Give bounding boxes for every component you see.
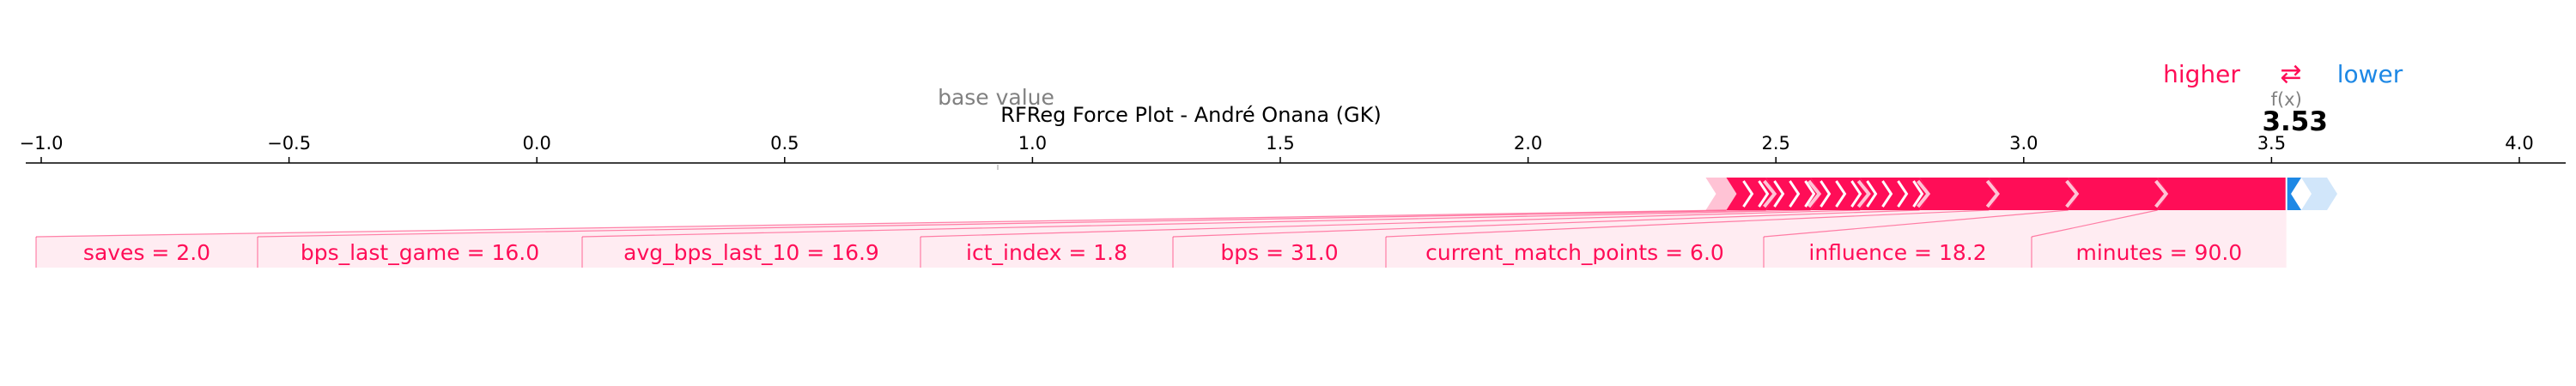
minor-feature-chevron: [1758, 180, 1770, 208]
minor-feature-chevron: [1820, 180, 1832, 208]
feature-labels: saves = 2.0 bps_last_game = 16.0 avg_bps_l…: [35, 209, 2287, 268]
feature-connector-line: [920, 209, 1861, 238]
force-bars: [997, 165, 2338, 266]
x-tick-label: −1.0: [20, 133, 64, 154]
legend-arrows-icon: ⇄: [2280, 59, 2301, 89]
feature-connector-fill: [920, 210, 1920, 268]
x-tick-label: 1.5: [1266, 133, 1294, 154]
feature-label: avg_bps_last_10 = 16.9: [623, 240, 879, 265]
positive-force-bar: [2157, 178, 2287, 210]
feature-connector-line: [1172, 209, 1920, 238]
minor-feature-chevron: [1881, 180, 1893, 208]
chart-title: RFReg Force Plot - André Onana (GK): [1000, 103, 1381, 127]
base-value-label: base value: [938, 85, 1054, 110]
x-tick-label: 1.0: [1018, 133, 1047, 154]
feature-connector-fill: [36, 210, 1766, 268]
bar-separator: [1985, 179, 2000, 208]
legend-lower: lower: [2337, 60, 2403, 88]
feature-connector-fill: [1173, 210, 1990, 268]
feature-label: current_match_points = 6.0: [1425, 240, 1724, 265]
minor-feature-chevron: [1897, 180, 1909, 208]
negative-force-bar: [2286, 178, 2302, 210]
x-axis: −1.0 −0.5 0.0 0.5 1.0 1.5 2.0 2.5 3.0 3.5 4.0: [20, 133, 2566, 164]
feature-connector-line: [1385, 209, 1990, 238]
feature-connector-fill: [258, 210, 1811, 268]
output-value: 3.53: [2262, 106, 2328, 137]
x-tick-label: 4.0: [2505, 133, 2533, 154]
feature-connector-fill: [582, 210, 1861, 268]
feature-connector-line: [35, 209, 1727, 238]
feature-connector-line: [257, 209, 1766, 238]
x-tick-label: −0.5: [267, 133, 311, 154]
bar-separator: [1807, 179, 1822, 208]
minor-feature-chevron: [1850, 180, 1862, 208]
bar-separator: [2065, 179, 2080, 208]
minor-feature-chevron: [1835, 180, 1847, 208]
positive-force-bar: [1860, 178, 1930, 210]
feature-connector-fill: [1764, 210, 2158, 268]
feature-label: ict_index = 1.8: [966, 240, 1127, 265]
bar-separator: [1763, 179, 1777, 208]
feature-label: minutes = 90.0: [2076, 240, 2243, 265]
feature-label: saves = 2.0: [83, 240, 210, 265]
feature-connector-line: [2031, 209, 2158, 238]
feature-label: influence = 18.2: [1808, 240, 1986, 265]
minor-feature-chevron: [1789, 180, 1801, 208]
bar-separator: [1917, 179, 1931, 208]
negative-fade-chevron: [2301, 178, 2338, 210]
output-fx-label: f(x): [2271, 89, 2302, 110]
minor-feature-chevron: [1773, 180, 1785, 208]
x-tick-label: 3.0: [2009, 133, 2038, 154]
minor-feature-chevron: [1866, 180, 1878, 208]
x-tick-label: 3.5: [2257, 133, 2286, 154]
minor-feature-chevron: [1742, 180, 1754, 208]
feature-label: bps = 31.0: [1220, 240, 1338, 265]
x-tick-label: 0.5: [770, 133, 799, 154]
bar-separator: [1856, 179, 1871, 208]
feature-connector-fill: [2032, 210, 2287, 268]
x-tick-label: 2.5: [1761, 133, 1789, 154]
feature-connector-line: [1763, 209, 2069, 238]
bar-separator: [2154, 179, 2169, 208]
x-tick-label: 2.0: [1514, 133, 1542, 154]
feature-connector-fill: [1386, 210, 2069, 268]
minor-feature-chevron: [1912, 180, 1924, 208]
feature-connector-line: [581, 209, 1811, 238]
positive-force-bar: [1989, 178, 2079, 210]
positive-force-bar: [2068, 178, 2168, 210]
feature-label: bps_last_game = 16.0: [301, 240, 539, 265]
x-tick-label: 0.0: [522, 133, 550, 154]
minor-feature-chevron: [1804, 180, 1816, 208]
positive-force-bar: [1919, 178, 2000, 210]
legend-higher: higher: [2163, 60, 2240, 88]
